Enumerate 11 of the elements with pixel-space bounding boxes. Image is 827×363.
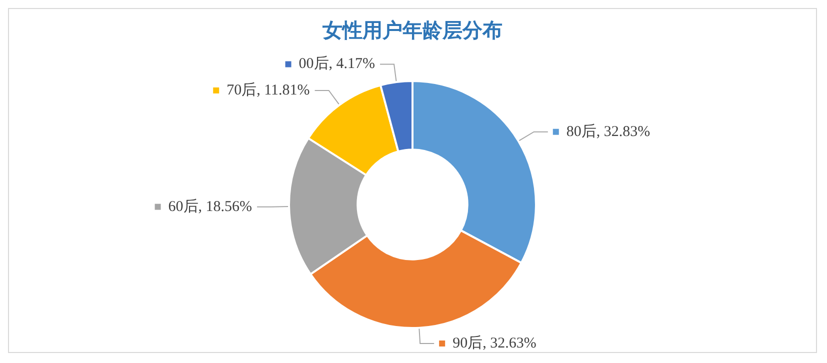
legend-label: 60后 bbox=[168, 198, 198, 215]
legend-label: 80后 bbox=[566, 122, 596, 140]
data-label: , 18.56% bbox=[198, 198, 252, 215]
data-label: , 32.83% bbox=[596, 124, 650, 140]
data-label: , 32.63% bbox=[482, 336, 536, 352]
chart-title: 女性用户年龄层分布 bbox=[322, 18, 502, 42]
data-label: , 4.17% bbox=[328, 56, 376, 72]
legend-label: 00后 bbox=[298, 55, 329, 72]
legend-label: 70后 bbox=[226, 81, 257, 98]
legend-label: 90后 bbox=[452, 334, 483, 352]
data-label: , 11.81% bbox=[256, 82, 310, 98]
